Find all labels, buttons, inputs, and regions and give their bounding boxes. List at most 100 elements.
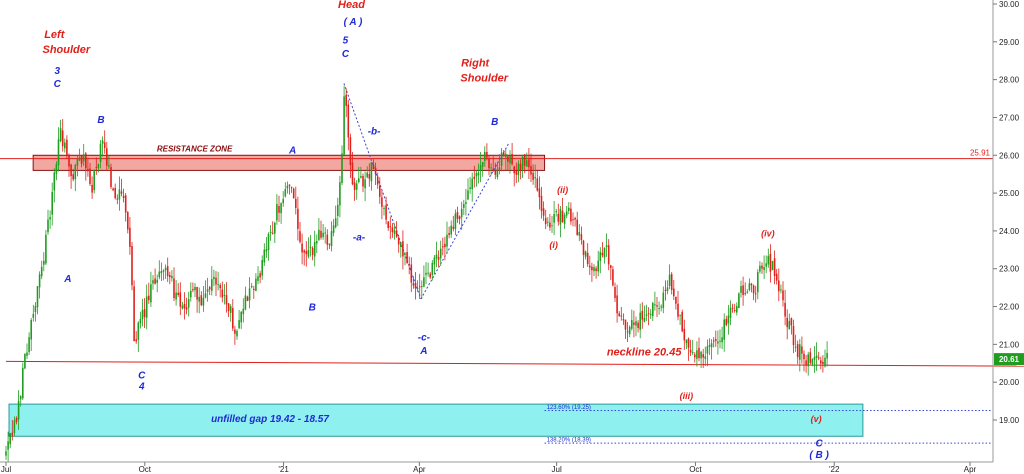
candle-body xyxy=(19,396,22,400)
candle-body xyxy=(757,272,759,293)
candle-body xyxy=(626,331,629,333)
y-tick-label: 29.00 xyxy=(999,38,1020,47)
candle-body xyxy=(103,142,106,148)
wave-label: B xyxy=(97,115,104,126)
candle-body xyxy=(727,315,730,324)
candle-body xyxy=(614,287,616,298)
candle-body xyxy=(234,329,236,334)
candle-body xyxy=(708,345,711,347)
candle-body xyxy=(773,258,776,276)
candle-body xyxy=(750,283,753,286)
candle-body xyxy=(511,153,513,165)
candle-body xyxy=(780,289,782,291)
candle-body xyxy=(712,340,715,342)
candle-body xyxy=(694,354,696,358)
candle-body xyxy=(723,319,725,340)
candle-body xyxy=(421,285,423,287)
candle-body xyxy=(112,188,114,191)
candle-body xyxy=(563,214,566,224)
wave-label: C xyxy=(816,438,824,449)
candle-body xyxy=(568,207,570,211)
candle-body xyxy=(815,355,818,358)
candle-body xyxy=(439,248,442,259)
wave-label: -b- xyxy=(368,126,381,137)
candle-body xyxy=(330,231,333,247)
candle-body xyxy=(534,177,536,179)
candle-body xyxy=(502,152,505,157)
wave-label: -c- xyxy=(418,333,431,344)
candle-body xyxy=(208,287,211,290)
candle-body xyxy=(345,94,347,106)
candle-body xyxy=(229,306,232,313)
candle-body xyxy=(599,251,602,261)
gap-zone xyxy=(8,403,864,437)
candle-body xyxy=(670,274,673,290)
candle-body xyxy=(47,219,49,233)
candle-body xyxy=(99,143,102,163)
candle-body xyxy=(731,307,734,309)
candle-body xyxy=(668,274,671,286)
wave-label: C xyxy=(342,49,350,60)
candle-body xyxy=(404,253,406,255)
candle-body xyxy=(381,197,383,207)
candle-body xyxy=(74,164,77,180)
candle-body xyxy=(51,191,53,215)
candle-body xyxy=(628,326,631,335)
candle-body xyxy=(584,251,587,257)
candle-body xyxy=(236,330,238,337)
candle-body xyxy=(635,321,637,326)
last-price-label: 20.61 xyxy=(999,355,1020,364)
candle-body xyxy=(610,265,612,268)
candle-body xyxy=(221,289,224,298)
wave-label-red: (iv) xyxy=(761,229,775,239)
x-tick-label: Jul xyxy=(1,465,11,474)
candle-body xyxy=(196,286,198,300)
candle-body xyxy=(460,208,463,218)
candle-body xyxy=(767,256,770,265)
candle-body xyxy=(658,308,660,310)
candle-body xyxy=(656,305,658,307)
candle-body xyxy=(662,292,665,309)
gap-zone-label: unfilled gap 19.42 - 18.57 xyxy=(211,414,329,425)
candle-body xyxy=(253,288,255,290)
candle-body xyxy=(91,184,93,193)
candle-body xyxy=(181,305,184,309)
candle-body xyxy=(320,230,322,238)
wave-label-red: (ii) xyxy=(557,185,568,195)
candle-body xyxy=(555,211,557,213)
candle-body xyxy=(507,156,509,162)
wave-label: -a- xyxy=(353,232,366,243)
candle-body xyxy=(164,267,167,271)
candle-body xyxy=(324,232,326,234)
candle-body xyxy=(677,303,679,317)
candle-body xyxy=(244,295,247,310)
candle-body xyxy=(187,298,190,308)
candle-body xyxy=(24,353,26,369)
candle-body xyxy=(135,339,137,342)
candle-body xyxy=(43,260,45,265)
wave-label: ( B ) xyxy=(809,450,829,461)
candle-body xyxy=(177,292,179,295)
candle-body xyxy=(360,176,362,178)
candle-body xyxy=(685,339,688,344)
candle-body xyxy=(213,276,215,280)
candle-body xyxy=(591,266,593,271)
pattern-label: Shoulder xyxy=(43,44,91,56)
candle-body xyxy=(597,260,599,272)
candle-body xyxy=(494,170,497,175)
y-tick-label: 21.00 xyxy=(999,340,1020,349)
candle-body xyxy=(446,234,448,247)
candle-body xyxy=(681,311,683,332)
candle-body xyxy=(691,352,694,354)
candle-body xyxy=(736,306,738,313)
y-tick-label: 30.00 xyxy=(999,0,1020,9)
candle-body xyxy=(175,292,177,300)
candle-body xyxy=(9,433,11,445)
candle-body xyxy=(385,205,387,220)
candle-body xyxy=(169,274,171,278)
candle-body xyxy=(408,263,410,265)
candle-body xyxy=(425,272,427,275)
